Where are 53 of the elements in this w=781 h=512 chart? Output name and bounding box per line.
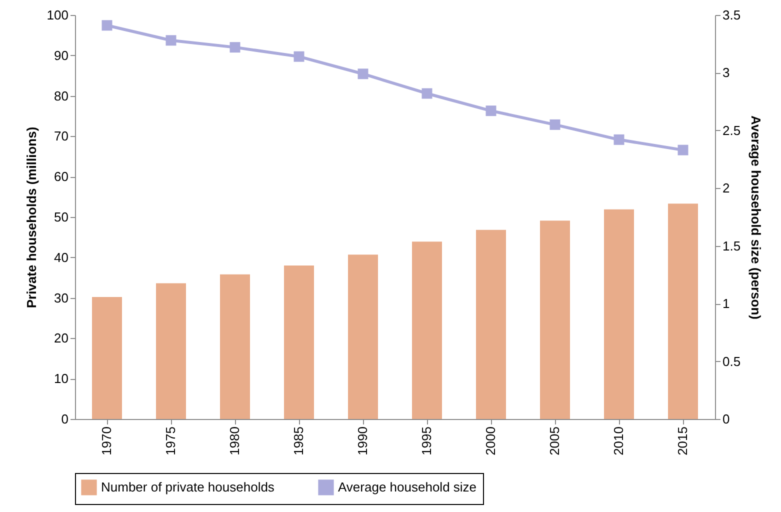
y2-tick-label: 3.5 [722, 8, 741, 22]
bar [412, 242, 442, 419]
bar [476, 230, 506, 419]
legend-label: Average household size [338, 479, 477, 494]
bar [220, 274, 250, 419]
y2-tick-label: 0.5 [722, 354, 741, 369]
bar [540, 220, 570, 419]
x-tick-label: 1985 [291, 426, 306, 456]
point [230, 42, 240, 53]
x-tick-label: 2015 [675, 426, 690, 456]
x-tick-label: 1990 [355, 426, 370, 456]
x-tick-label: 1995 [419, 426, 434, 456]
point [678, 144, 688, 156]
y2-tick-label: 2 [722, 180, 730, 196]
point [166, 35, 176, 46]
y-tick-label: 40 [54, 250, 68, 265]
legend-label: Number of private households [101, 479, 275, 494]
x-tick-label: 1970 [99, 426, 114, 456]
y-tick-label: 90 [54, 48, 68, 63]
y-tick-label: 0 [61, 412, 68, 426]
bar [348, 254, 378, 419]
y-tick-label: 100 [46, 8, 68, 22]
point [550, 119, 560, 130]
y-tick-label: 80 [54, 88, 68, 104]
point [486, 106, 496, 116]
point [294, 51, 304, 62]
bar [284, 265, 314, 419]
x-tick-label: 1980 [227, 426, 242, 456]
bar [156, 283, 186, 419]
y-tick-label: 30 [54, 290, 68, 306]
y-tick-label: 50 [54, 210, 68, 224]
y-tick-label: 70 [54, 128, 68, 144]
x-tick-label: 1975 [163, 426, 178, 456]
x-tick-label: 2005 [547, 426, 562, 456]
y2-tick-label: 1 [722, 296, 730, 312]
x-tick-label: 2010 [611, 426, 626, 456]
bar [604, 209, 634, 419]
y2-tick-label: 2.5 [722, 122, 741, 138]
point [102, 20, 112, 31]
point [422, 88, 432, 99]
y2-tick-label: 0 [722, 412, 730, 426]
y-tick-label: 10 [54, 371, 68, 386]
y2-tick-label: 1.5 [722, 238, 741, 254]
y2-tick-label: 3 [722, 65, 730, 80]
bar [668, 204, 698, 419]
point [358, 68, 368, 80]
x-tick-label: 2000 [483, 426, 498, 456]
bar [92, 296, 122, 419]
point [614, 134, 624, 145]
y-axis-title: Private households (millions) [24, 126, 39, 308]
y-tick-label: 60 [54, 169, 68, 184]
y-tick-label: 20 [54, 330, 68, 346]
y2-axis-title: Average household size (person) [748, 116, 764, 320]
